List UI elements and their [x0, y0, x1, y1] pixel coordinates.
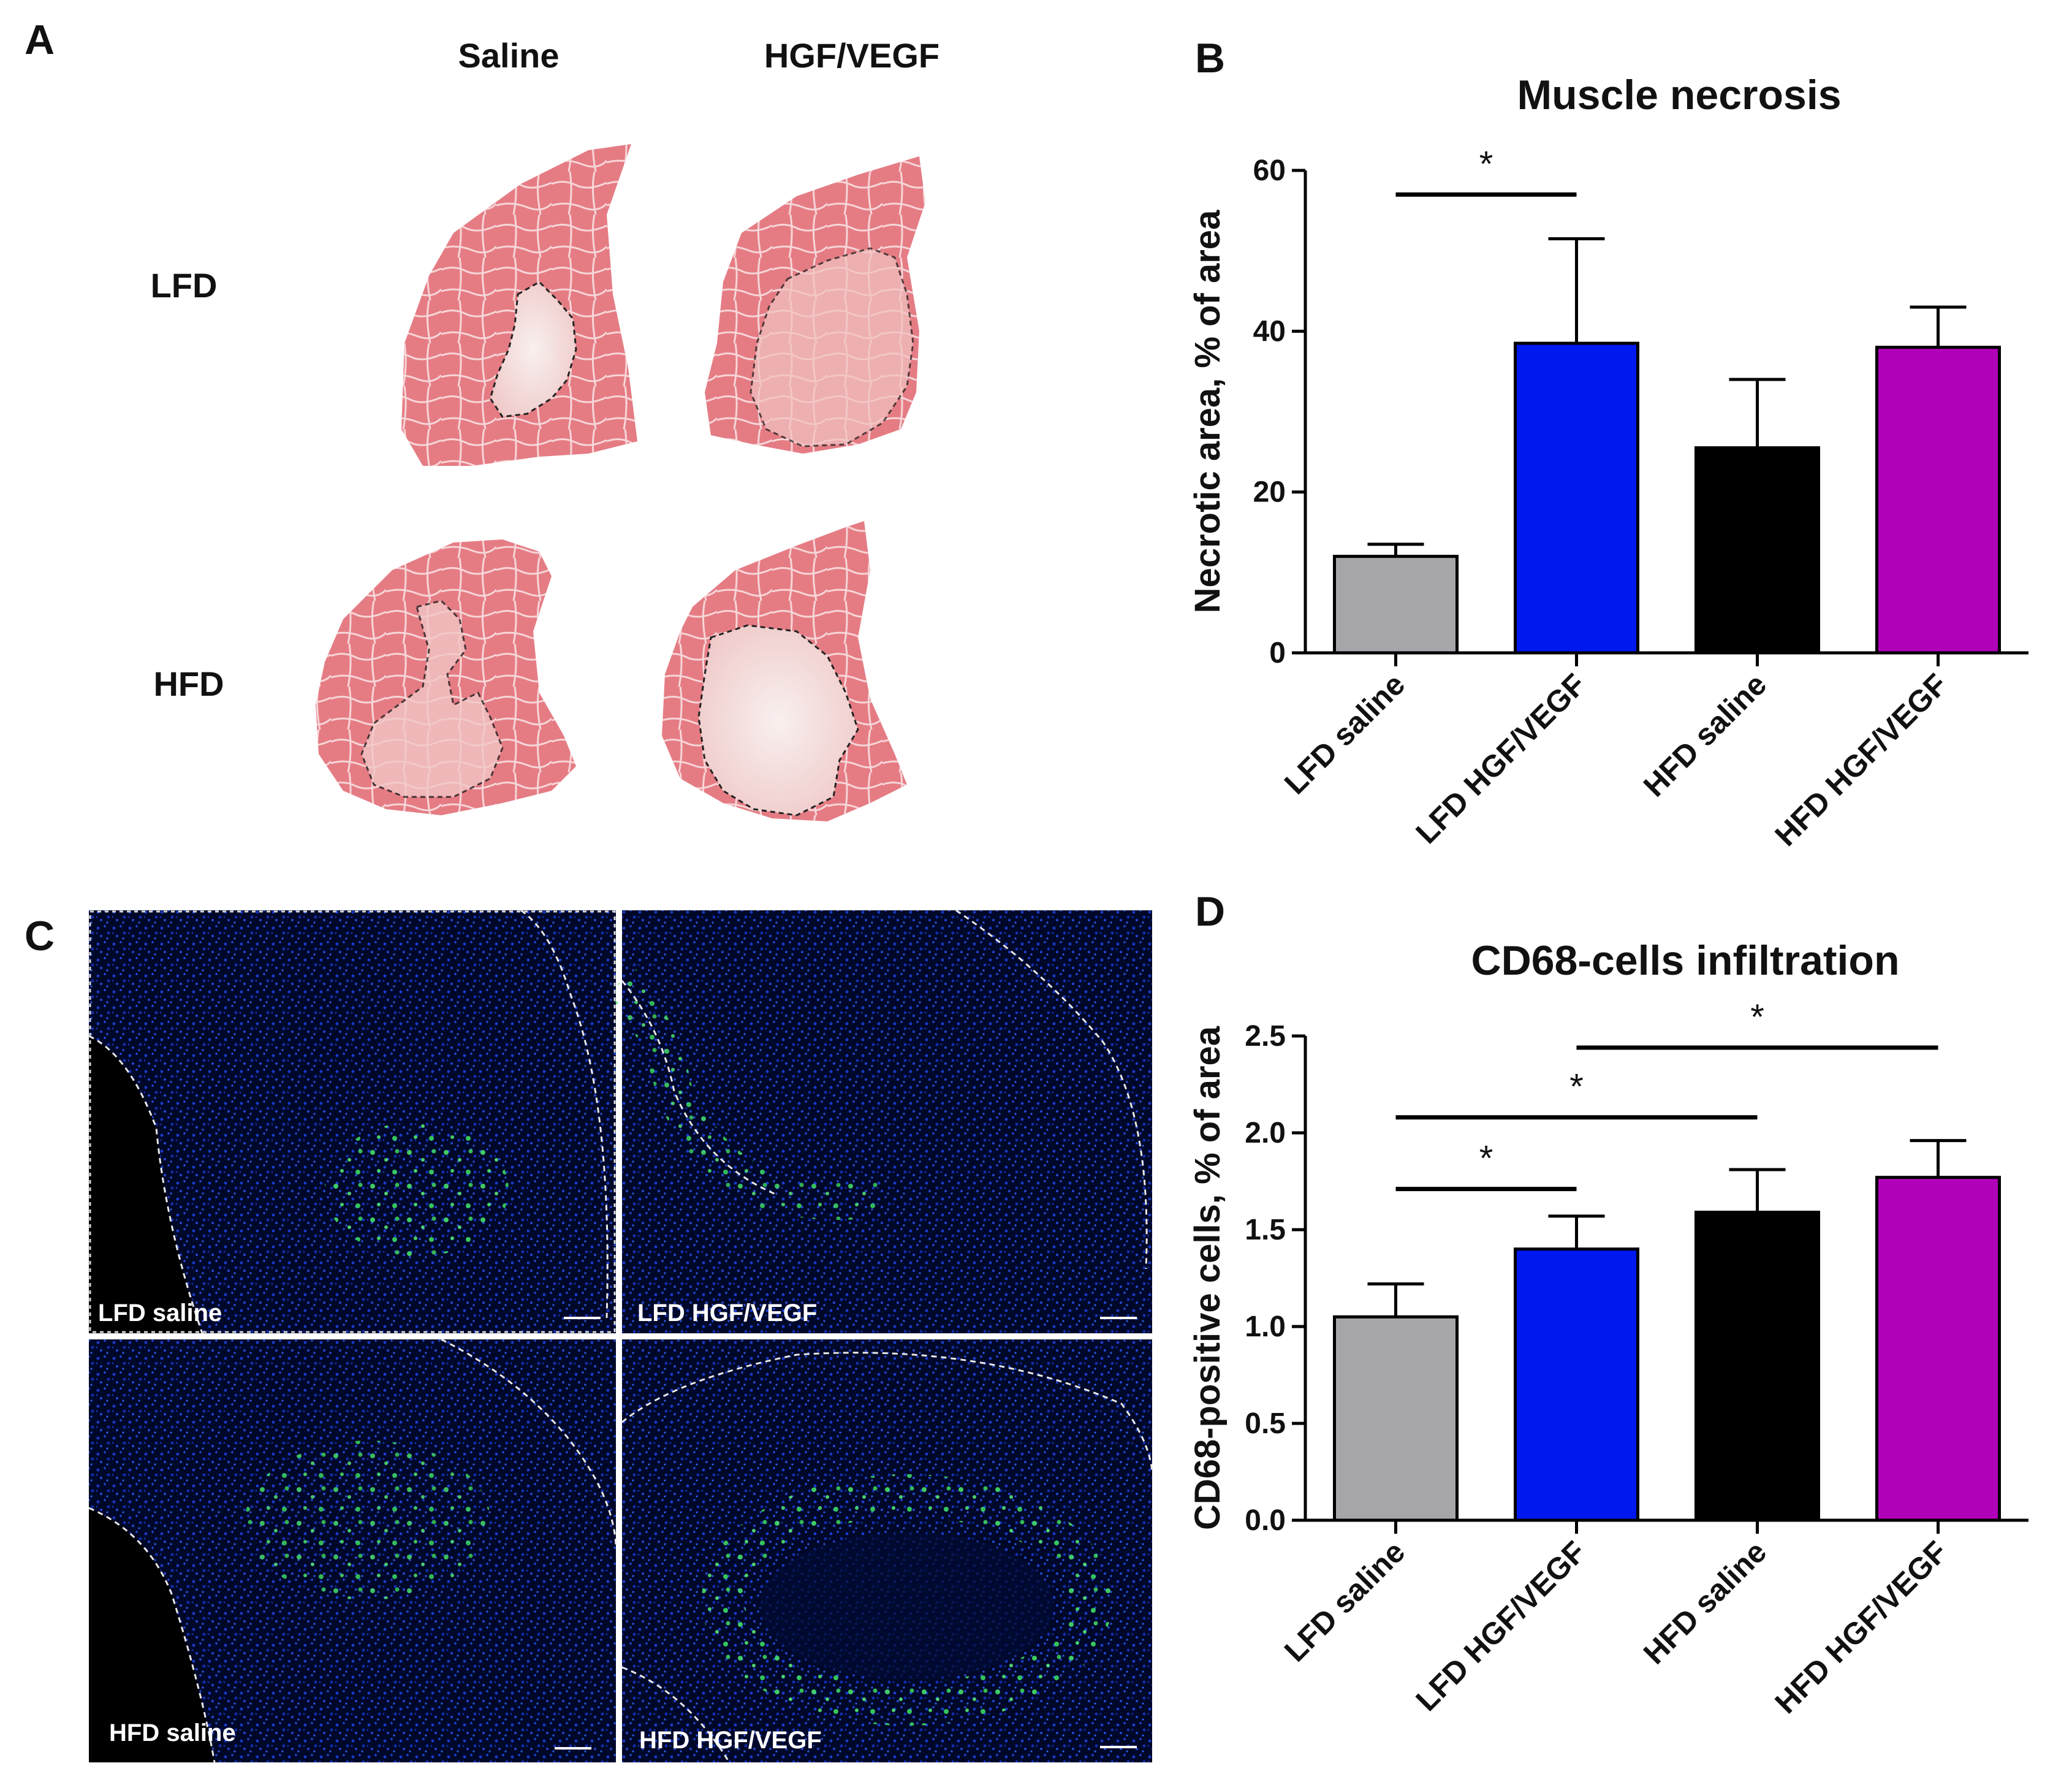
- bar: [1875, 346, 2001, 655]
- tile-label-lfd-saline: LFD saline: [98, 1300, 222, 1327]
- row-header-lfd: LFD: [151, 266, 218, 305]
- y-tick-label: 0: [1269, 637, 1286, 669]
- tile-label-hfd-hgf-vegf: HFD HGF/VEGF: [639, 1727, 822, 1754]
- panel-label-a: A: [25, 17, 55, 63]
- category-label: HFD saline: [1637, 667, 1773, 803]
- tile-label-hfd-saline: HFD saline: [109, 1719, 236, 1746]
- significance-star: *: [1569, 1067, 1584, 1107]
- panel-d: D CD68-cells infiltration CD68-positive c…: [1188, 888, 2028, 1720]
- chart-cd68-infiltration: CD68-cells infiltration CD68-positive cel…: [1188, 937, 2028, 1720]
- panel-label-b: B: [1195, 35, 1225, 82]
- histology-hfd-hgf-vegf: [662, 521, 907, 821]
- panel-c: C LFD saline LFD HGF/VEGF: [25, 909, 1153, 1763]
- y-axis-label: CD68-positive cells, % of area: [1188, 1026, 1228, 1530]
- column-header-hgf-vegf: HGF/VEGF: [764, 36, 939, 75]
- bar: [1514, 341, 1639, 655]
- y-tick-label: 2.5: [1245, 1020, 1286, 1053]
- category-label: LFD HGF/VEGF: [1409, 667, 1592, 850]
- category-label: LFD HGF/VEGF: [1409, 1534, 1592, 1718]
- y-tick-label: 2.0: [1245, 1117, 1286, 1149]
- y-tick-label: 60: [1253, 154, 1286, 187]
- panel-b: B Muscle necrosis Necrotic area, % of are…: [1188, 35, 2028, 853]
- fluorescence-tile-lfd-saline: LFD saline: [88, 909, 616, 1334]
- significance-star: *: [1479, 144, 1493, 184]
- tile-label-lfd-hgf-vegf: LFD HGF/VEGF: [637, 1300, 817, 1327]
- category-label: HFD HGF/VEGF: [1768, 1534, 1954, 1720]
- y-tick-label: 1.0: [1245, 1311, 1286, 1343]
- category-label: HFD HGF/VEGF: [1768, 667, 1954, 853]
- y-tick-label: 0.0: [1245, 1504, 1286, 1537]
- chart-title: Muscle necrosis: [1517, 72, 1841, 118]
- category-label: LFD saline: [1278, 667, 1411, 801]
- histology-lfd-saline: [401, 144, 637, 466]
- bar: [1694, 1211, 1820, 1522]
- bar: [1333, 555, 1459, 655]
- category-label: HFD saline: [1637, 1534, 1773, 1670]
- fluorescence-tile-hfd-hgf-vegf: HFD HGF/VEGF: [621, 1339, 1153, 1763]
- panel-label-d: D: [1195, 888, 1225, 935]
- fluorescence-tile-lfd-hgf-vegf: LFD HGF/VEGF: [607, 909, 1152, 1333]
- y-tick-label: 0.5: [1245, 1407, 1286, 1440]
- y-axis-label: Necrotic area, % of area: [1188, 210, 1228, 613]
- histology-hfd-saline: [316, 539, 576, 815]
- significance-star: *: [1479, 1139, 1493, 1179]
- bar: [1514, 1247, 1639, 1522]
- panel-label-c: C: [25, 913, 55, 959]
- y-tick-label: 40: [1253, 315, 1286, 348]
- row-header-hfd: HFD: [153, 664, 224, 703]
- chart-muscle-necrosis: Muscle necrosis Necrotic area, % of area 0…: [1188, 72, 2028, 853]
- panel-a: A Saline HGF/VEGF LFD HFD: [25, 17, 939, 821]
- bar: [1694, 446, 1820, 655]
- chart-title: CD68-cells infiltration: [1471, 937, 1899, 984]
- category-label: LFD saline: [1278, 1534, 1411, 1668]
- fluorescence-tile-hfd-saline: HFD saline: [88, 1338, 617, 1763]
- significance-star: *: [1750, 997, 1764, 1037]
- y-tick-label: 1.5: [1245, 1214, 1286, 1246]
- column-header-saline: Saline: [458, 36, 560, 75]
- bar: [1875, 1176, 2001, 1522]
- histology-lfd-hgf-vegf: [705, 156, 925, 454]
- y-tick-label: 20: [1253, 476, 1286, 509]
- bar: [1333, 1315, 1459, 1522]
